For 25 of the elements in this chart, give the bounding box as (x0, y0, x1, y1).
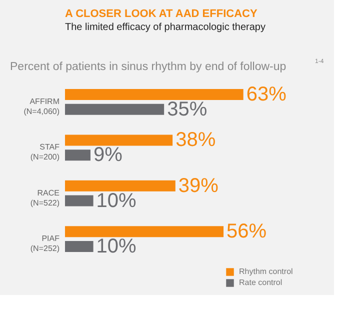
data-label: 10% (96, 235, 137, 258)
chart-subtitle: The limited efficacy of pharmacologic therapy (65, 22, 266, 33)
y-tick-label: AFFIRM (N=4,060) (24, 96, 60, 116)
bar (65, 240, 94, 252)
data-label: 35% (167, 98, 208, 120)
data-label: 9% (93, 144, 123, 166)
bar (65, 89, 244, 100)
bar (65, 195, 94, 206)
data-label: 63% (246, 84, 287, 106)
data-label: 39% (178, 174, 219, 197)
bar (65, 180, 176, 192)
bar (65, 134, 173, 146)
chart-title: A CLOSER LOOK AT AAD EFFICACY (65, 8, 258, 20)
data-label: 38% (176, 129, 216, 152)
y-tick-label: STAF (N=200) (30, 142, 60, 162)
y-tick-label: PIAF (N=252) (30, 234, 60, 254)
bar (65, 226, 224, 238)
legend-label: Rhythm control (239, 267, 294, 276)
data-label: 56% (226, 220, 267, 243)
y-tick-label: RACE (N=522) (30, 188, 60, 208)
bar (65, 104, 164, 115)
bar (65, 150, 90, 161)
legend-label: Rate control (239, 278, 282, 287)
text: Percent of patients in sinus rhythm by end of follow-up (10, 61, 286, 73)
data-label: 10% (96, 190, 137, 212)
